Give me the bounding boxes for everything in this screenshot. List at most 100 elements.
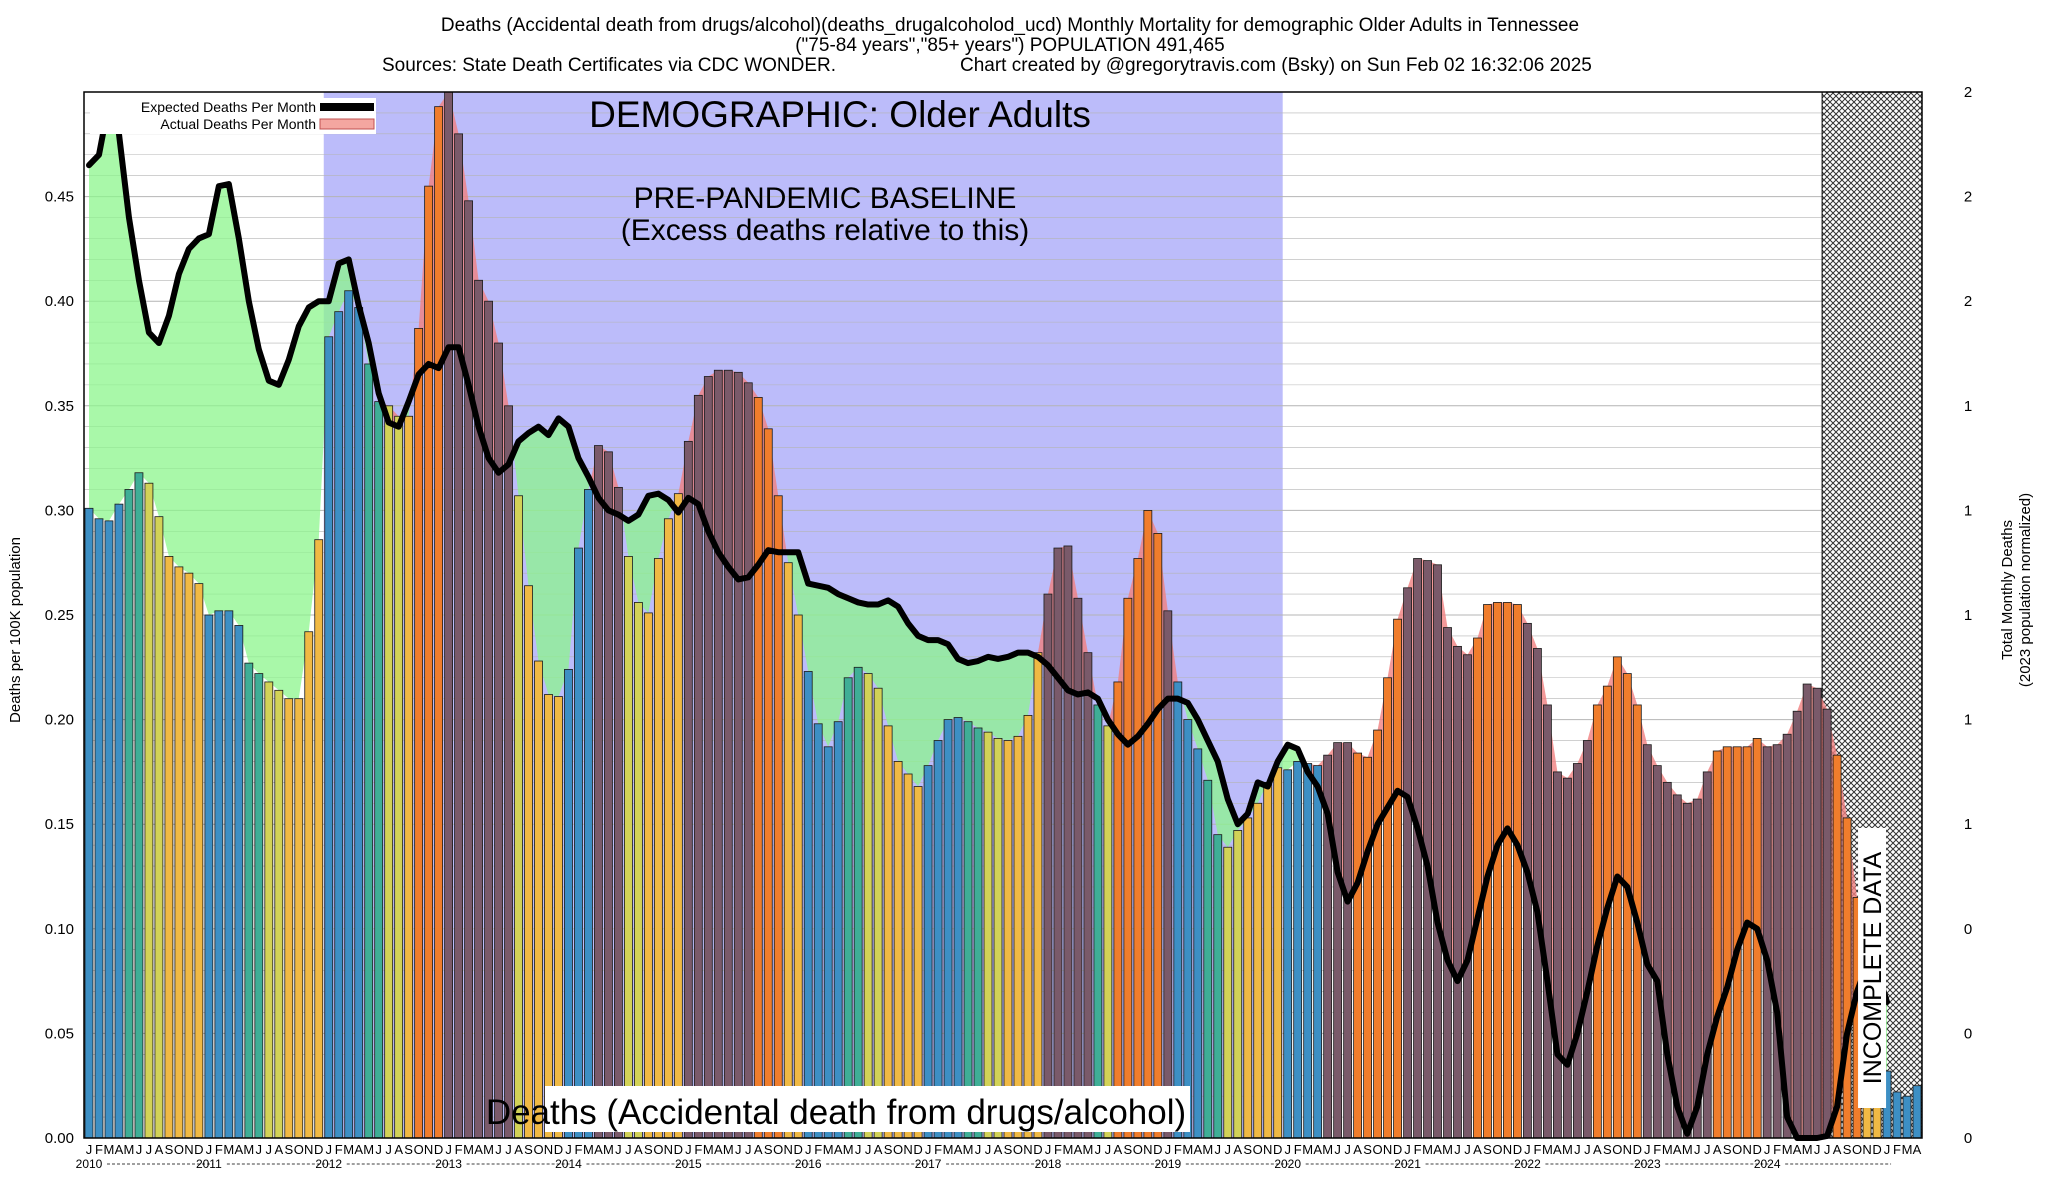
- month-label: M: [1063, 1142, 1074, 1157]
- right-tick-label: 2: [1964, 189, 1972, 206]
- bar-actual: [733, 371, 743, 1139]
- month-label: M: [963, 1142, 974, 1157]
- bar-actual: [953, 717, 963, 1139]
- bar-actual: [134, 472, 144, 1139]
- right-tick-label: 2: [1964, 293, 1972, 310]
- bar-actual: [923, 765, 933, 1139]
- month-label: A: [1793, 1142, 1802, 1157]
- month-label: S: [884, 1142, 893, 1157]
- bar-actual: [1892, 1091, 1902, 1139]
- bar-actual: [494, 342, 503, 1139]
- month-label: D: [1153, 1142, 1162, 1157]
- month-label: J: [1095, 1142, 1102, 1157]
- bar-actual: [783, 562, 793, 1139]
- bar-actual: [993, 738, 1003, 1139]
- bar-actual: [1293, 761, 1303, 1139]
- month-label: A: [874, 1142, 883, 1157]
- month-label: M: [1422, 1142, 1433, 1157]
- month-label: J: [1344, 1142, 1351, 1157]
- month-label: F: [215, 1142, 223, 1157]
- bar-actual: [1273, 767, 1283, 1139]
- right-tick-label: 1: [1964, 398, 1972, 415]
- month-label: M: [1902, 1142, 1913, 1157]
- month-label: O: [1373, 1142, 1383, 1157]
- legend: Expected Deaths Per Month Actual Deaths …: [90, 98, 376, 134]
- bar-actual: [234, 625, 244, 1139]
- bar-actual: [1742, 746, 1752, 1139]
- bar-actual: [1053, 547, 1063, 1139]
- bar-actual: [634, 602, 643, 1139]
- month-label: F: [934, 1142, 942, 1157]
- month-label: J: [375, 1142, 382, 1157]
- bar-actual: [254, 673, 264, 1139]
- bar-actual: [773, 495, 783, 1139]
- month-label: A: [1313, 1142, 1322, 1157]
- month-label: O: [294, 1142, 304, 1157]
- right-tick-label: 0: [1964, 921, 1972, 938]
- bar-actual: [973, 727, 983, 1139]
- right-axis-label-line1: Total Monthly Deaths: [1999, 520, 2016, 660]
- bar-actual: [1043, 593, 1053, 1139]
- month-label: S: [764, 1142, 773, 1157]
- month-label: M: [583, 1142, 594, 1157]
- month-label: J: [975, 1142, 982, 1157]
- bar-actual: [1283, 769, 1293, 1139]
- bar-actual: [214, 610, 224, 1139]
- month-label: J: [1884, 1142, 1891, 1157]
- y-tick-label: 0.25: [45, 607, 74, 624]
- month-label: F: [814, 1142, 822, 1157]
- month-label: A: [1193, 1142, 1202, 1157]
- bar-actual: [1103, 725, 1113, 1139]
- right-tick-label: 2: [1964, 84, 1972, 101]
- bar-actual: [943, 719, 953, 1139]
- bar-actual: [1772, 744, 1782, 1139]
- bar-actual: [1363, 756, 1372, 1139]
- bar-actual: [1113, 681, 1123, 1139]
- year-label: 2024: [1754, 1157, 1781, 1171]
- month-label: S: [284, 1142, 293, 1157]
- bar-actual: [404, 415, 414, 1139]
- bar-actual: [743, 382, 753, 1139]
- month-label: J: [1644, 1142, 1651, 1157]
- month-label: O: [533, 1142, 543, 1157]
- bar-actual: [1712, 750, 1722, 1139]
- bar-actual: [1163, 610, 1173, 1139]
- right-tick-label: 0: [1964, 1130, 1972, 1147]
- month-label: J: [86, 1142, 93, 1157]
- month-label: A: [1713, 1142, 1722, 1157]
- year-label: 2023: [1634, 1157, 1661, 1171]
- bar-actual: [264, 681, 274, 1139]
- bar-actual: [1123, 597, 1133, 1139]
- month-label: M: [1782, 1142, 1793, 1157]
- month-label: J: [385, 1142, 392, 1157]
- bar-actual: [1553, 771, 1562, 1139]
- bar-actual: [703, 376, 713, 1139]
- bar-actual: [933, 740, 943, 1139]
- month-label: N: [903, 1142, 912, 1157]
- bar-actual: [454, 133, 463, 1139]
- month-label: A: [1353, 1142, 1362, 1157]
- y-axis-label: Deaths per 100K population: [7, 537, 24, 723]
- month-label: J: [1824, 1142, 1831, 1157]
- month-label: J: [1454, 1142, 1461, 1157]
- month-label: D: [1033, 1142, 1042, 1157]
- bar-actual: [124, 489, 134, 1139]
- year-label: 2015: [675, 1157, 702, 1171]
- month-label: J: [1404, 1142, 1411, 1157]
- bar-actual: [753, 397, 763, 1139]
- month-label: M: [223, 1142, 234, 1157]
- month-label: S: [1363, 1142, 1372, 1157]
- month-label: J: [625, 1142, 632, 1157]
- bar-actual: [653, 558, 663, 1139]
- bar-actual: [1173, 681, 1183, 1139]
- month-label: J: [805, 1142, 812, 1157]
- month-label: D: [1273, 1142, 1282, 1157]
- bar-actual: [594, 445, 603, 1139]
- year-label: 2013: [435, 1157, 462, 1171]
- bar-actual: [464, 200, 473, 1139]
- month-label: M: [363, 1142, 374, 1157]
- month-label: J: [1704, 1142, 1711, 1157]
- bar-actual: [903, 773, 913, 1139]
- bar-actual: [763, 428, 773, 1139]
- month-label: M: [243, 1142, 254, 1157]
